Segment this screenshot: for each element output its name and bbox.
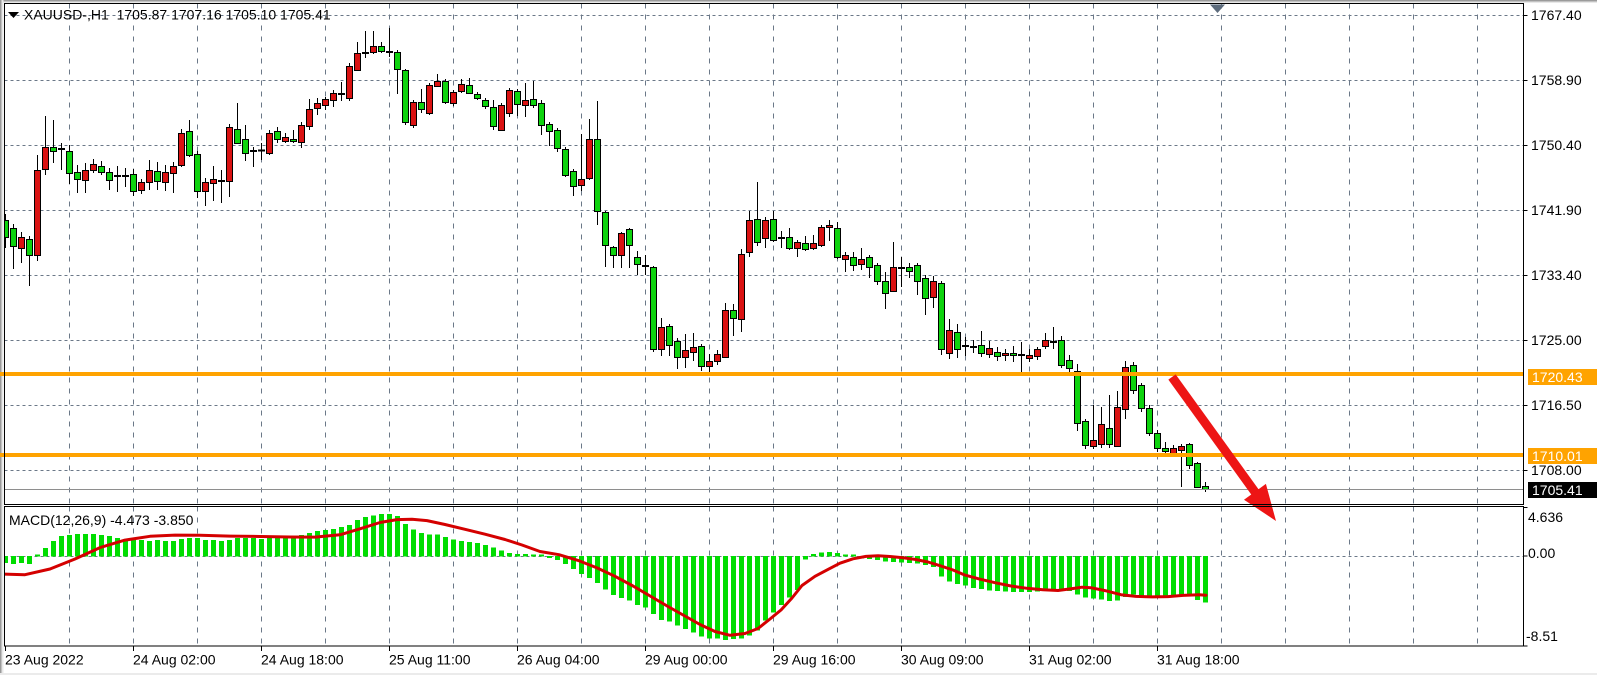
svg-text:29 Aug 00:00: 29 Aug 00:00 [645,652,728,668]
svg-text:24 Aug 02:00: 24 Aug 02:00 [133,652,216,668]
svg-text:MACD(12,26,9) -4.473 -3.850: MACD(12,26,9) -4.473 -3.850 [9,512,194,528]
svg-text:1767.40: 1767.40 [1531,7,1582,23]
svg-text:26 Aug 04:00: 26 Aug 04:00 [517,652,600,668]
svg-text:0.00: 0.00 [1528,545,1555,561]
svg-text:1710.01: 1710.01 [1532,448,1583,464]
svg-text:1708.00: 1708.00 [1531,462,1582,478]
svg-text:29 Aug 16:00: 29 Aug 16:00 [773,652,856,668]
svg-text:1741.90: 1741.90 [1531,202,1582,218]
svg-text:1750.40: 1750.40 [1531,137,1582,153]
svg-text:25 Aug 11:00: 25 Aug 11:00 [389,652,471,668]
svg-text:1720.43: 1720.43 [1532,369,1583,385]
svg-text:1733.40: 1733.40 [1531,267,1582,283]
svg-text:XAUUSD-,H1 1705.87 1707.16 17: XAUUSD-,H1 1705.87 1707.16 1705.10 1705.… [24,7,331,23]
svg-text:1705.41: 1705.41 [1532,482,1583,498]
svg-text:24 Aug 18:00: 24 Aug 18:00 [261,652,344,668]
svg-text:1725.00: 1725.00 [1531,332,1582,348]
svg-text:1758.90: 1758.90 [1531,72,1582,88]
svg-text:31 Aug 02:00: 31 Aug 02:00 [1029,652,1112,668]
svg-text:1716.50: 1716.50 [1531,397,1582,413]
svg-text:4.636: 4.636 [1528,509,1563,525]
svg-text:23 Aug 2022: 23 Aug 2022 [5,652,84,668]
svg-text:30 Aug 09:00: 30 Aug 09:00 [901,652,984,668]
svg-text:-8.51: -8.51 [1526,628,1558,644]
svg-text:31 Aug 18:00: 31 Aug 18:00 [1157,652,1240,668]
